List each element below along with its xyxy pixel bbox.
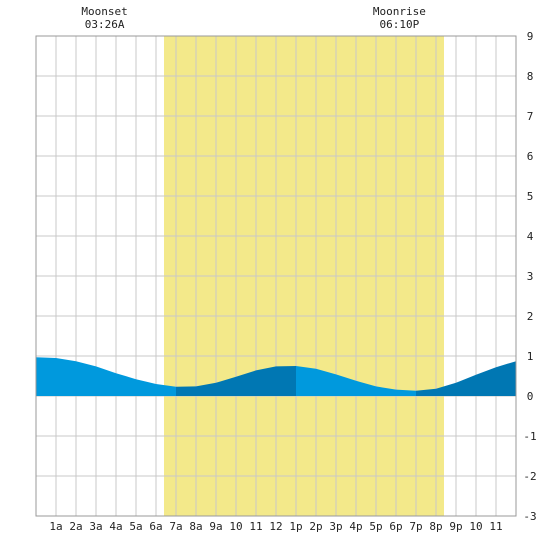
y-tick-label: 4 bbox=[527, 230, 534, 243]
y-tick-label: 3 bbox=[527, 270, 534, 283]
x-tick-label: 9a bbox=[209, 520, 222, 533]
x-tick-label: 12 bbox=[269, 520, 282, 533]
moon-event-label: Moonrise bbox=[373, 5, 426, 18]
x-tick-label: 3a bbox=[89, 520, 102, 533]
y-tick-label: 7 bbox=[527, 110, 534, 123]
x-tick-label: 11 bbox=[249, 520, 262, 533]
x-tick-label: 4a bbox=[109, 520, 122, 533]
x-tick-label: 10 bbox=[469, 520, 482, 533]
plot-border bbox=[35, 35, 517, 517]
tide-area-segment bbox=[296, 366, 416, 396]
x-tick-label: 6a bbox=[149, 520, 162, 533]
y-tick-label: 1 bbox=[527, 350, 534, 363]
y-tick-label: 9 bbox=[527, 30, 534, 43]
y-tick-label: 8 bbox=[527, 70, 534, 83]
x-tick-label: 4p bbox=[349, 520, 362, 533]
x-tick-label: 6p bbox=[389, 520, 402, 533]
y-tick-label: -3 bbox=[523, 510, 536, 523]
y-tick-label: -2 bbox=[523, 470, 536, 483]
tide-area-segment bbox=[36, 357, 176, 396]
x-tick-label: 2p bbox=[309, 520, 322, 533]
x-tick-label: 11 bbox=[489, 520, 502, 533]
y-tick-label: 2 bbox=[527, 310, 534, 323]
x-tick-label: 5a bbox=[129, 520, 142, 533]
x-tick-label: 1a bbox=[49, 520, 62, 533]
x-tick-label: 3p bbox=[329, 520, 342, 533]
x-tick-label: 5p bbox=[369, 520, 382, 533]
moon-event-time: 06:10P bbox=[380, 18, 420, 31]
x-tick-label: 10 bbox=[229, 520, 242, 533]
x-tick-label: 1p bbox=[289, 520, 302, 533]
y-tick-label: 0 bbox=[527, 390, 534, 403]
x-tick-label: 7p bbox=[409, 520, 422, 533]
y-tick-label: -1 bbox=[523, 430, 536, 443]
y-tick-label: 5 bbox=[527, 190, 534, 203]
x-tick-label: 9p bbox=[449, 520, 462, 533]
x-tick-label: 7a bbox=[169, 520, 182, 533]
moon-event-label: Moonset bbox=[81, 5, 127, 18]
y-tick-label: 6 bbox=[527, 150, 534, 163]
tide-area-segment bbox=[416, 361, 516, 396]
x-tick-label: 2a bbox=[69, 520, 82, 533]
tide-area-segment bbox=[176, 366, 296, 396]
moon-event-time: 03:26A bbox=[85, 18, 125, 31]
x-tick-label: 8p bbox=[429, 520, 442, 533]
x-tick-label: 8a bbox=[189, 520, 202, 533]
